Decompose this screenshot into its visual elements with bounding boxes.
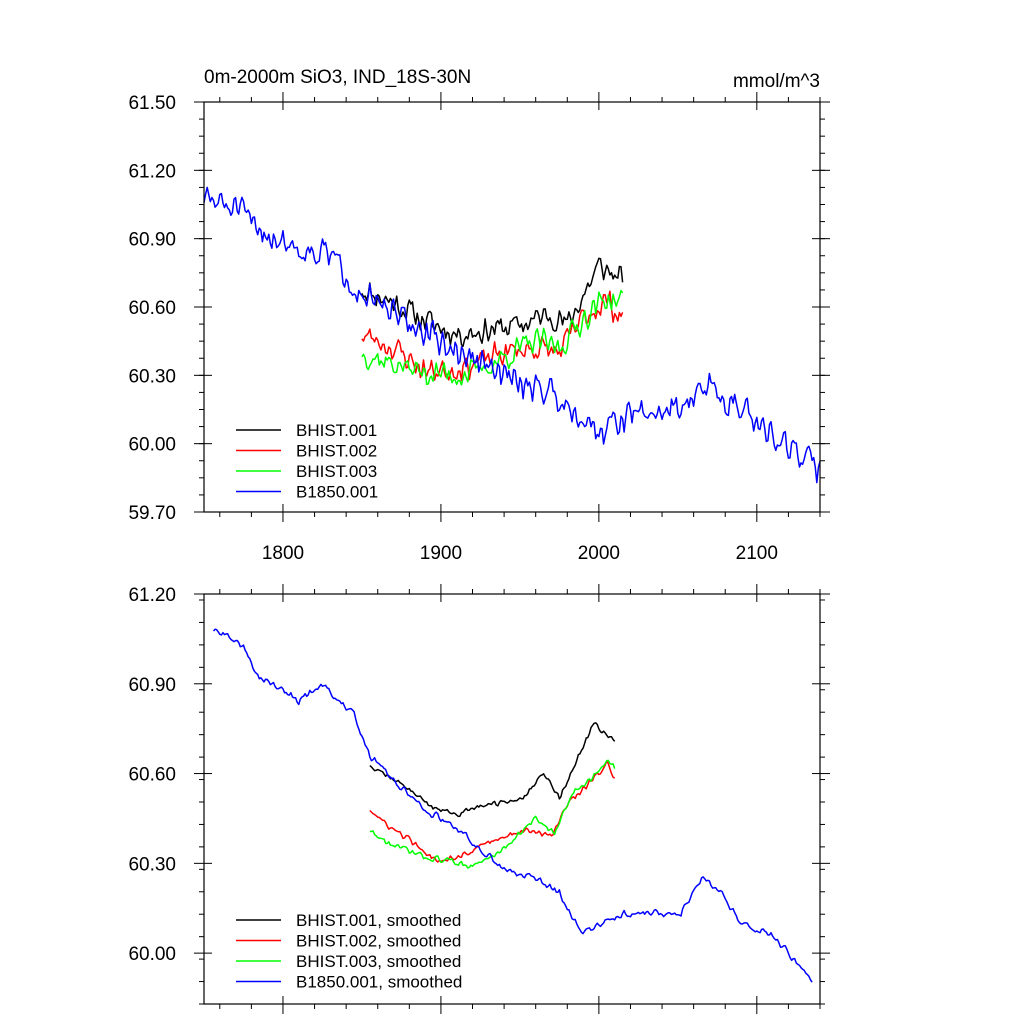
- y-tick-label: 59.70: [128, 503, 176, 524]
- y-tick-label: 60.60: [128, 298, 176, 319]
- series-line-bhist-003: [361, 289, 624, 386]
- series-line-b1850-001-smoothed: [212, 628, 813, 983]
- x-tick-label: 2100: [736, 543, 778, 564]
- chart-units: mmol/m^3: [733, 71, 820, 92]
- legend-label: BHIST.001, smoothed: [296, 911, 461, 930]
- legend-label: BHIST.001: [296, 421, 377, 440]
- y-tick-label: 60.00: [128, 944, 176, 965]
- series-line-bhist-002-smoothed: [369, 760, 616, 863]
- top-panel: 0m-2000m SiO3, IND_18S-30N mmol/m^3 61.5…: [128, 67, 830, 564]
- x-tick-label: 1900: [420, 543, 462, 564]
- bottom-panel: 61.20 60.90 60.60 60.30 60.00 BHIST.001, smo…: [128, 584, 830, 1014]
- x-tick-label: 1800: [262, 543, 304, 564]
- bottom-ticks-group: 61.20 60.90 60.60 60.30 60.00: [128, 584, 830, 1014]
- series-line-b1850-001: [203, 186, 821, 484]
- legend-label: B1850.001, smoothed: [296, 973, 462, 992]
- bottom-series-group: [212, 628, 813, 983]
- bottom-legend: BHIST.001, smoothed BHIST.002, smoothedBH…: [236, 911, 462, 992]
- x-tick-label: 2000: [578, 543, 620, 564]
- legend-label: BHIST.003: [296, 462, 377, 481]
- y-tick-label: 61.20: [128, 585, 176, 606]
- bottom-plot-frame: [203, 593, 821, 1005]
- legend-label: BHIST.002, smoothed: [296, 932, 461, 951]
- y-tick-label: 60.60: [128, 765, 176, 786]
- y-tick-label: 61.20: [128, 161, 176, 182]
- legend-label: B1850.001: [296, 483, 378, 502]
- y-tick-label: 61.50: [128, 93, 176, 114]
- top-series-group: [203, 186, 821, 484]
- y-tick-label: 60.30: [128, 366, 176, 387]
- y-tick-label: 60.90: [128, 230, 176, 251]
- legend-label: BHIST.002: [296, 442, 377, 461]
- y-tick-label: 60.00: [128, 435, 176, 456]
- top-ticks-group: 61.50 61.20 60.90 60.60 60.30 60.00 59.70 1800 1…: [128, 92, 830, 564]
- legend-label: BHIST.003, smoothed: [296, 952, 461, 971]
- y-tick-label: 60.30: [128, 854, 176, 875]
- chart-title: 0m-2000m SiO3, IND_18S-30N: [204, 67, 471, 88]
- series-line-bhist-001: [361, 257, 624, 348]
- y-tick-label: 60.90: [128, 675, 176, 696]
- series-line-bhist-003-smoothed: [369, 759, 616, 869]
- series-line-bhist-001-smoothed: [369, 722, 616, 818]
